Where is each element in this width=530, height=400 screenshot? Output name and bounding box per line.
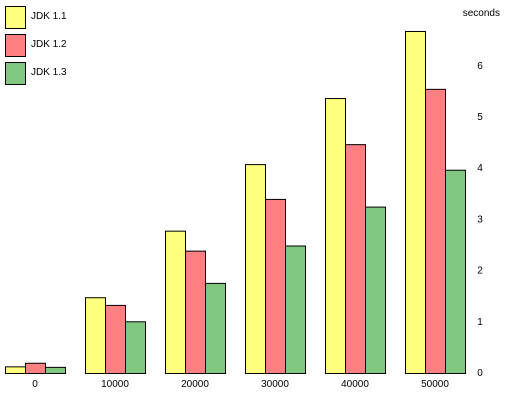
legend-swatch — [5, 62, 26, 85]
y-tick-label: 3 — [477, 214, 483, 225]
bar-jdk-1-3-10000 — [125, 321, 146, 374]
bar-jdk-1-1-50000 — [405, 30, 426, 374]
legend-swatch — [5, 34, 26, 57]
bar-jdk-1-2-10000 — [105, 304, 126, 374]
y-tick-label: 1 — [477, 317, 483, 328]
x-tick-label: 0 — [32, 379, 38, 390]
bar-jdk-1-1-30000 — [245, 164, 266, 374]
x-tick-label: 30000 — [261, 379, 289, 390]
bar-jdk-1-3-20000 — [205, 282, 226, 374]
bar-jdk-1-3-40000 — [365, 206, 386, 374]
x-axis: 0 10000 20000 30000 40000 50000 — [32, 379, 449, 390]
bar-jdk-1-1-10000 — [85, 297, 106, 374]
bar-jdk-1-1-40000 — [325, 98, 346, 374]
bar-jdk-1-2-30000 — [265, 198, 286, 374]
bar-jdk-1-3-30000 — [285, 245, 306, 374]
bar-jdk-1-1-20000 — [165, 230, 186, 374]
x-tick-label: 20000 — [181, 379, 209, 390]
legend-swatch — [5, 6, 26, 29]
legend-label: JDK 1.1 — [31, 11, 67, 22]
y-tick-label: 4 — [477, 163, 483, 174]
y-tick-label: 6 — [477, 61, 483, 72]
y-tick-label: 5 — [477, 112, 483, 123]
y-axis-label: seconds — [463, 8, 500, 19]
bar-jdk-1-2-50000 — [425, 88, 446, 374]
legend-label: JDK 1.2 — [31, 39, 67, 50]
y-tick-label: 0 — [477, 368, 483, 379]
legend-label: JDK 1.3 — [31, 67, 67, 78]
bar-jdk-1-3-0 — [45, 366, 66, 374]
x-tick-label: 40000 — [341, 379, 369, 390]
x-tick-label: 50000 — [421, 379, 449, 390]
x-tick-label: 10000 — [101, 379, 129, 390]
bars-layer — [5, 30, 466, 375]
bar-jdk-1-2-20000 — [185, 250, 206, 374]
bar-jdk-1-3-50000 — [445, 169, 466, 374]
y-axis: seconds 0 1 2 3 4 5 6 — [463, 8, 500, 379]
bar-jdk-1-2-40000 — [345, 144, 366, 374]
legend: JDK 1.1 JDK 1.2 JDK 1.3 — [5, 6, 67, 85]
y-tick-label: 2 — [477, 266, 483, 277]
bar-jdk-1-1-0 — [5, 366, 26, 374]
bar-jdk-1-2-0 — [25, 362, 46, 375]
